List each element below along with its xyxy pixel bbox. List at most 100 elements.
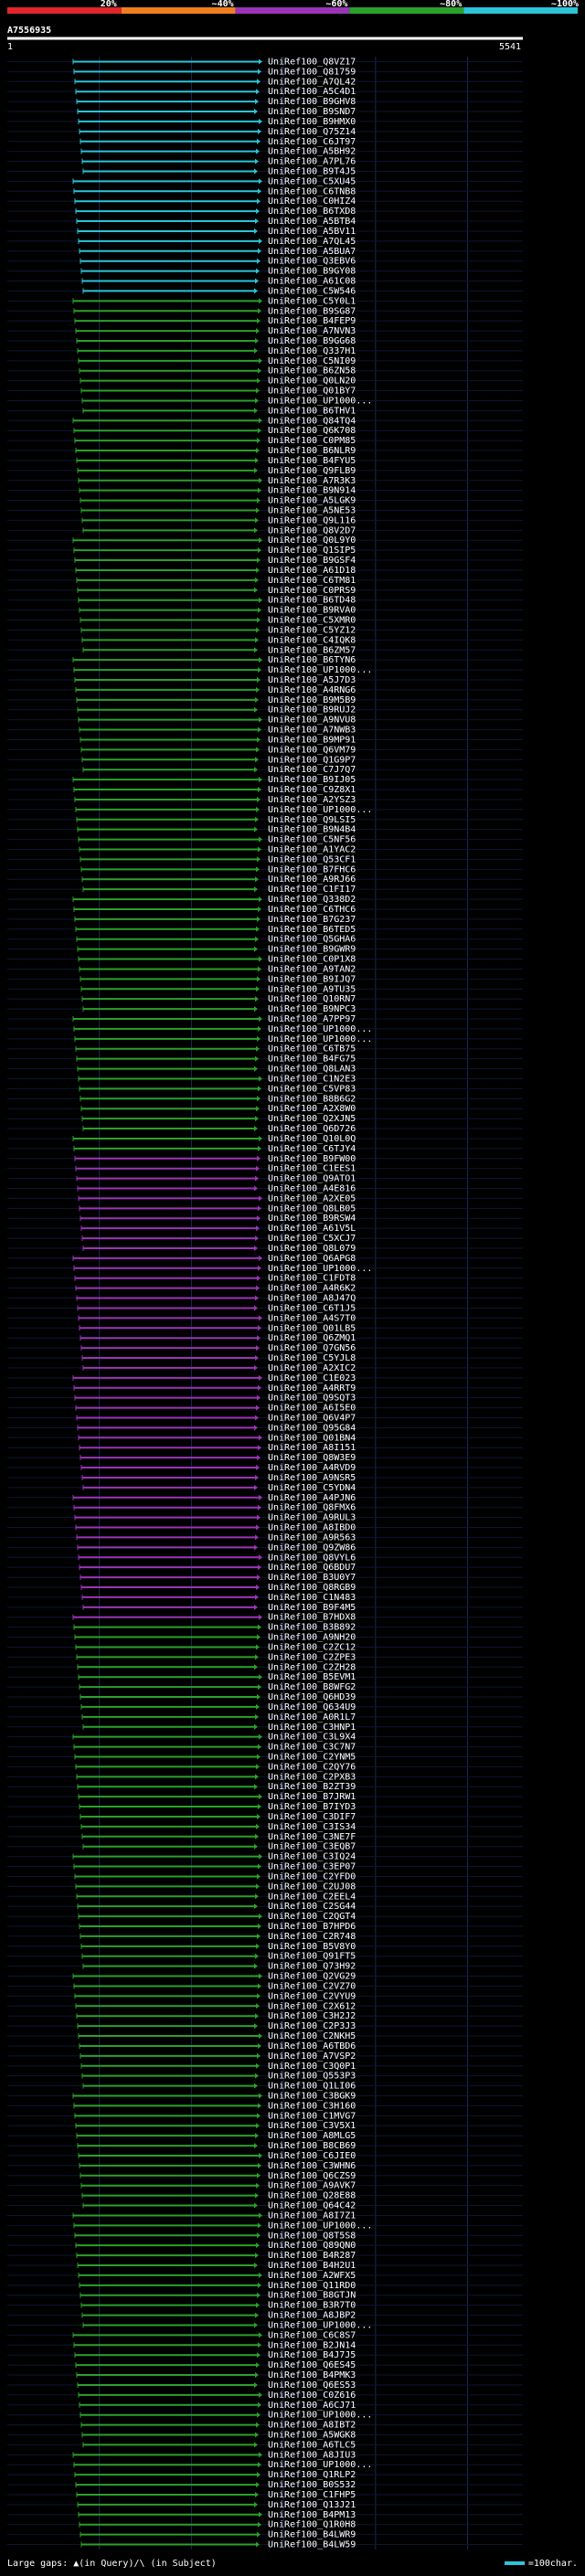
hit-label[interactable]: UniRef100_C2PXB3 bbox=[268, 1772, 356, 1782]
hit-label[interactable]: UniRef100_A6CJ71 bbox=[268, 2401, 356, 2411]
hit-label[interactable]: UniRef100_C5W546 bbox=[268, 286, 356, 296]
hit-label[interactable]: UniRef100_Q9ZW86 bbox=[268, 1542, 356, 1553]
hit-label[interactable]: UniRef100_B6ZM57 bbox=[268, 645, 356, 655]
hit-label[interactable]: UniRef100_C3EQB7 bbox=[268, 1842, 356, 1852]
hit-label[interactable]: UniRef100_A5WGK8 bbox=[268, 2431, 356, 2441]
hit-label[interactable]: UniRef100_Q1R0H8 bbox=[268, 2520, 356, 2530]
hit-label[interactable]: UniRef100_C6C8S7 bbox=[268, 2330, 356, 2340]
hit-label[interactable]: UniRef100_C5XMR0 bbox=[268, 616, 356, 626]
hit-label[interactable]: UniRef100_A7PL76 bbox=[268, 157, 356, 167]
hit-label[interactable]: UniRef100_B3U0Y7 bbox=[268, 1573, 356, 1583]
hit-label[interactable]: UniRef100_Q9SQT3 bbox=[268, 1394, 356, 1404]
hit-label[interactable]: UniRef100_Q1LI06 bbox=[268, 2082, 356, 2092]
hit-label[interactable]: UniRef100_Q9FLB9 bbox=[268, 466, 356, 476]
hit-label[interactable]: UniRef100_A9TU35 bbox=[268, 984, 356, 994]
hit-label[interactable]: UniRef100_C3IQ24 bbox=[268, 1852, 356, 1862]
hit-label[interactable]: UniRef100_C6TJY4 bbox=[268, 1144, 356, 1154]
hit-label[interactable]: UniRef100_Q64C42 bbox=[268, 2201, 356, 2211]
hit-label[interactable]: UniRef100_UP1000... bbox=[268, 2460, 372, 2470]
hit-label[interactable]: UniRef100_B9FW00 bbox=[268, 1154, 356, 1164]
hit-label[interactable]: UniRef100_B9RVA0 bbox=[268, 606, 356, 616]
hit-label[interactable]: UniRef100_Q9LSI5 bbox=[268, 815, 356, 825]
hit-label[interactable]: UniRef100_UP1000... bbox=[268, 396, 372, 406]
hit-label[interactable]: UniRef100_B9IJ05 bbox=[268, 775, 356, 785]
hit-label[interactable]: UniRef100_C3H2J2 bbox=[268, 2011, 356, 2021]
hit-label[interactable]: UniRef100_A9RJ66 bbox=[268, 875, 356, 885]
hit-label[interactable]: UniRef100_Q8FMX6 bbox=[268, 1503, 356, 1513]
hit-label[interactable]: UniRef100_Q10RN7 bbox=[268, 994, 356, 1004]
hit-label[interactable]: UniRef100_C5NI09 bbox=[268, 356, 356, 366]
hit-label[interactable]: UniRef100_B9SG87 bbox=[268, 306, 356, 316]
hit-label[interactable]: UniRef100_C6T1J5 bbox=[268, 1303, 356, 1313]
hit-label[interactable]: UniRef100_Q81759 bbox=[268, 67, 356, 77]
hit-label[interactable]: UniRef100_C5YDN4 bbox=[268, 1483, 356, 1493]
hit-label[interactable]: UniRef100_A61V5L bbox=[268, 1224, 356, 1234]
hit-label[interactable]: UniRef100_B6TED5 bbox=[268, 925, 356, 935]
hit-label[interactable]: UniRef100_Q8L079 bbox=[268, 1244, 356, 1254]
hit-label[interactable]: UniRef100_B4LWR9 bbox=[268, 2530, 356, 2540]
hit-label[interactable]: UniRef100_B8WFG2 bbox=[268, 1682, 356, 1692]
hit-label[interactable]: UniRef100_A8MLG5 bbox=[268, 2131, 356, 2141]
hit-label[interactable]: UniRef100_Q73H92 bbox=[268, 1962, 356, 1972]
hit-label[interactable]: UniRef100_B6TXD8 bbox=[268, 207, 356, 217]
hit-label[interactable]: UniRef100_C2YNM5 bbox=[268, 1752, 356, 1762]
hit-label[interactable]: UniRef100_Q5GHA6 bbox=[268, 935, 356, 945]
hit-label[interactable]: UniRef100_B9M5B9 bbox=[268, 695, 356, 705]
hit-label[interactable]: UniRef100_A5BTB4 bbox=[268, 217, 356, 227]
hit-label[interactable]: UniRef100_A7NVN3 bbox=[268, 326, 356, 336]
hit-label[interactable]: UniRef100_A9NSR5 bbox=[268, 1473, 356, 1483]
hit-label[interactable]: UniRef100_B4H2U1 bbox=[268, 2261, 356, 2271]
hit-label[interactable]: UniRef100_C2SG44 bbox=[268, 1902, 356, 1912]
hit-label[interactable]: UniRef100_B9MP91 bbox=[268, 735, 356, 745]
hit-label[interactable]: UniRef100_C0Z616 bbox=[268, 2390, 356, 2401]
hit-label[interactable]: UniRef100_A1YAC2 bbox=[268, 845, 356, 855]
hit-label[interactable]: UniRef100_B6NLR9 bbox=[268, 446, 356, 456]
hit-label[interactable]: UniRef100_C3C7N7 bbox=[268, 1743, 356, 1753]
hit-label[interactable]: UniRef100_Q634U9 bbox=[268, 1702, 356, 1712]
hit-label[interactable]: UniRef100_B7HDX8 bbox=[268, 1613, 356, 1623]
hit-label[interactable]: UniRef100_B7HPD6 bbox=[268, 1922, 356, 1932]
hit-label[interactable]: UniRef100_B8CB69 bbox=[268, 2141, 356, 2151]
hit-label[interactable]: UniRef100_A8JIU3 bbox=[268, 2450, 356, 2460]
hit-label[interactable]: UniRef100_B4FEP9 bbox=[268, 316, 356, 326]
hit-label[interactable]: UniRef100_Q8LB05 bbox=[268, 1203, 356, 1214]
hit-label[interactable]: UniRef100_B4FG75 bbox=[268, 1055, 356, 1065]
hit-label[interactable]: UniRef100_Q6HD39 bbox=[268, 1692, 356, 1702]
hit-label[interactable]: UniRef100_A5NE53 bbox=[268, 505, 356, 515]
hit-label[interactable]: UniRef100_Q8V2D7 bbox=[268, 525, 356, 535]
hit-label[interactable]: UniRef100_UP1000... bbox=[268, 1024, 372, 1034]
hit-label[interactable]: UniRef100_A6TLC5 bbox=[268, 2440, 356, 2450]
hit-label[interactable]: UniRef100_A9TAN2 bbox=[268, 964, 356, 974]
hit-label[interactable]: UniRef100_B4FYU5 bbox=[268, 456, 356, 466]
hit-label[interactable]: UniRef100_C1N483 bbox=[268, 1593, 356, 1603]
hit-label[interactable]: UniRef100_B4PMK3 bbox=[268, 2370, 356, 2380]
hit-label[interactable]: UniRef100_A5BUA7 bbox=[268, 247, 356, 257]
hit-label[interactable]: UniRef100_A8JBP2 bbox=[268, 2311, 356, 2321]
hit-label[interactable]: UniRef100_B2ZT39 bbox=[268, 1782, 356, 1792]
hit-label[interactable]: UniRef100_C2VYU9 bbox=[268, 1991, 356, 2001]
hit-label[interactable]: UniRef100_B3R7T0 bbox=[268, 2301, 356, 2311]
hit-label[interactable]: UniRef100_A7QL42 bbox=[268, 77, 356, 87]
hit-label[interactable]: UniRef100_B7IYD3 bbox=[268, 1802, 356, 1812]
hit-label[interactable]: UniRef100_Q13J21 bbox=[268, 2500, 356, 2510]
hit-label[interactable]: UniRef100_A7QL45 bbox=[268, 237, 356, 247]
hit-label[interactable]: UniRef100_B5V8Y0 bbox=[268, 1942, 356, 1952]
hit-label[interactable]: UniRef100_C5XCJ7 bbox=[268, 1234, 356, 1244]
hit-label[interactable]: UniRef100_A9RUL3 bbox=[268, 1513, 356, 1523]
hit-label[interactable]: UniRef100_C1FHP5 bbox=[268, 2490, 356, 2500]
hit-label[interactable]: UniRef100_C2X612 bbox=[268, 2001, 356, 2011]
hit-label[interactable]: UniRef100_C2R748 bbox=[268, 1932, 356, 1942]
hit-label[interactable]: UniRef100_A4R6K2 bbox=[268, 1284, 356, 1294]
hit-label[interactable]: UniRef100_Q6D726 bbox=[268, 1124, 356, 1134]
hit-label[interactable]: UniRef100_B9HMX0 bbox=[268, 117, 356, 127]
hit-label[interactable]: UniRef100_Q11RD0 bbox=[268, 2281, 356, 2291]
hit-label[interactable]: UniRef100_A7NWB3 bbox=[268, 726, 356, 736]
hit-label[interactable]: UniRef100_B9GG68 bbox=[268, 336, 356, 346]
hit-label[interactable]: UniRef100_C2ZC12 bbox=[268, 1642, 356, 1652]
hit-label[interactable]: UniRef100_Q8W3E9 bbox=[268, 1453, 356, 1463]
hit-label[interactable]: UniRef100_A5C4D1 bbox=[268, 87, 356, 97]
hit-label[interactable]: UniRef100_UP1000... bbox=[268, 2320, 372, 2330]
hit-label[interactable]: UniRef100_C0PRS9 bbox=[268, 586, 356, 596]
hit-label[interactable]: UniRef100_A4PJN6 bbox=[268, 1493, 356, 1503]
hit-label[interactable]: UniRef100_C4IQK8 bbox=[268, 635, 356, 645]
